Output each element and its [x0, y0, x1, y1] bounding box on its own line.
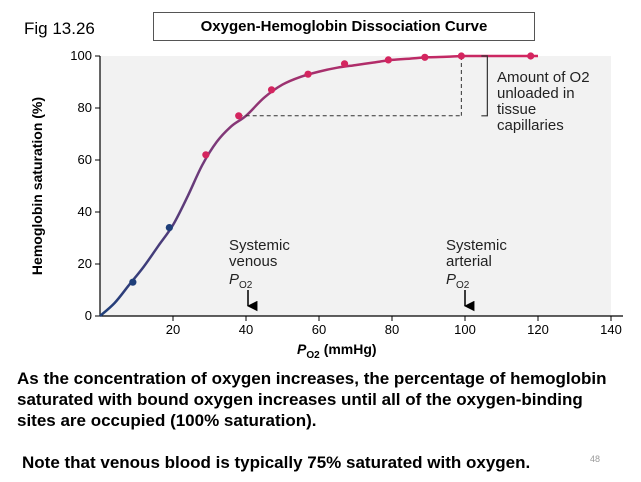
unloaded-bracket [481, 55, 488, 117]
x-tick-label: 20 [166, 322, 180, 337]
venous-line-1: Systemic [229, 237, 290, 254]
arterial-line-2: arterial [446, 253, 492, 270]
x-tick-label: 40 [239, 322, 253, 337]
description-text: As the concentration of oxygen increases… [17, 369, 607, 430]
x-tick-label: 80 [385, 322, 399, 337]
venous-annotation: Systemic venous PO2 [229, 237, 290, 312]
y-tick-label: 100 [70, 48, 92, 63]
data-point [421, 53, 429, 61]
unloaded-line-1: Amount of O2 [497, 69, 590, 86]
data-point [340, 60, 349, 68]
arterial-line-1: Systemic [446, 237, 507, 254]
arterial-po2: PO2 [446, 271, 470, 291]
unloaded-line-4: capillaries [497, 117, 564, 134]
unloaded-annotation: Amount of O2 unloaded in tissue capillar… [497, 69, 590, 134]
x-axis-label-p: P [297, 341, 307, 357]
plot-axes [95, 55, 623, 321]
data-point [267, 86, 276, 94]
x-axis-label-sub: O2 [306, 350, 320, 360]
plot-area [100, 56, 611, 316]
unloaded-line-2: unloaded in [497, 85, 575, 102]
x-tick-label: 100 [454, 322, 476, 337]
y-tick-label: 0 [85, 308, 92, 323]
y-tick-label: 60 [78, 152, 92, 167]
y-tick-label: 40 [78, 204, 92, 219]
tick-labels: 20 40 60 80 100 120 140 0 20 40 60 80 100 [70, 48, 622, 337]
data-points [129, 52, 535, 286]
arterial-annotation: Systemic arterial PO2 [446, 237, 507, 312]
chart-title: Oxygen-Hemoglobin Dissociation Curve [153, 12, 535, 41]
dissociation-chart: 20 40 60 80 100 120 140 0 20 40 60 80 100 Hemoglobin… [29, 48, 623, 360]
y-tick-label: 80 [78, 100, 92, 115]
guide-lines [238, 55, 488, 117]
slide-number: 48 [590, 454, 601, 464]
x-axis-label: PO2 (mmHg) [297, 341, 377, 360]
figure-label: Fig 13.26 [24, 19, 95, 38]
data-point [527, 52, 535, 60]
data-point [129, 278, 137, 286]
data-point [235, 112, 243, 120]
x-tick-label: 60 [312, 322, 326, 337]
data-point [304, 70, 312, 78]
data-point [384, 56, 392, 64]
data-point [202, 151, 210, 159]
x-tick-label: 140 [600, 322, 622, 337]
x-axis-label-unit: (mmHg) [324, 341, 377, 357]
venous-po2: PO2 [229, 271, 253, 291]
y-axis-label: Hemoglobin saturation (%) [29, 97, 45, 275]
data-point [457, 52, 465, 60]
unloaded-line-3: tissue [497, 101, 536, 118]
data-point [165, 224, 173, 232]
venous-note: Note that venous blood is typically 75% … [22, 453, 531, 472]
venous-line-2: venous [229, 253, 277, 270]
y-tick-label: 20 [78, 256, 92, 271]
x-tick-label: 120 [527, 322, 549, 337]
